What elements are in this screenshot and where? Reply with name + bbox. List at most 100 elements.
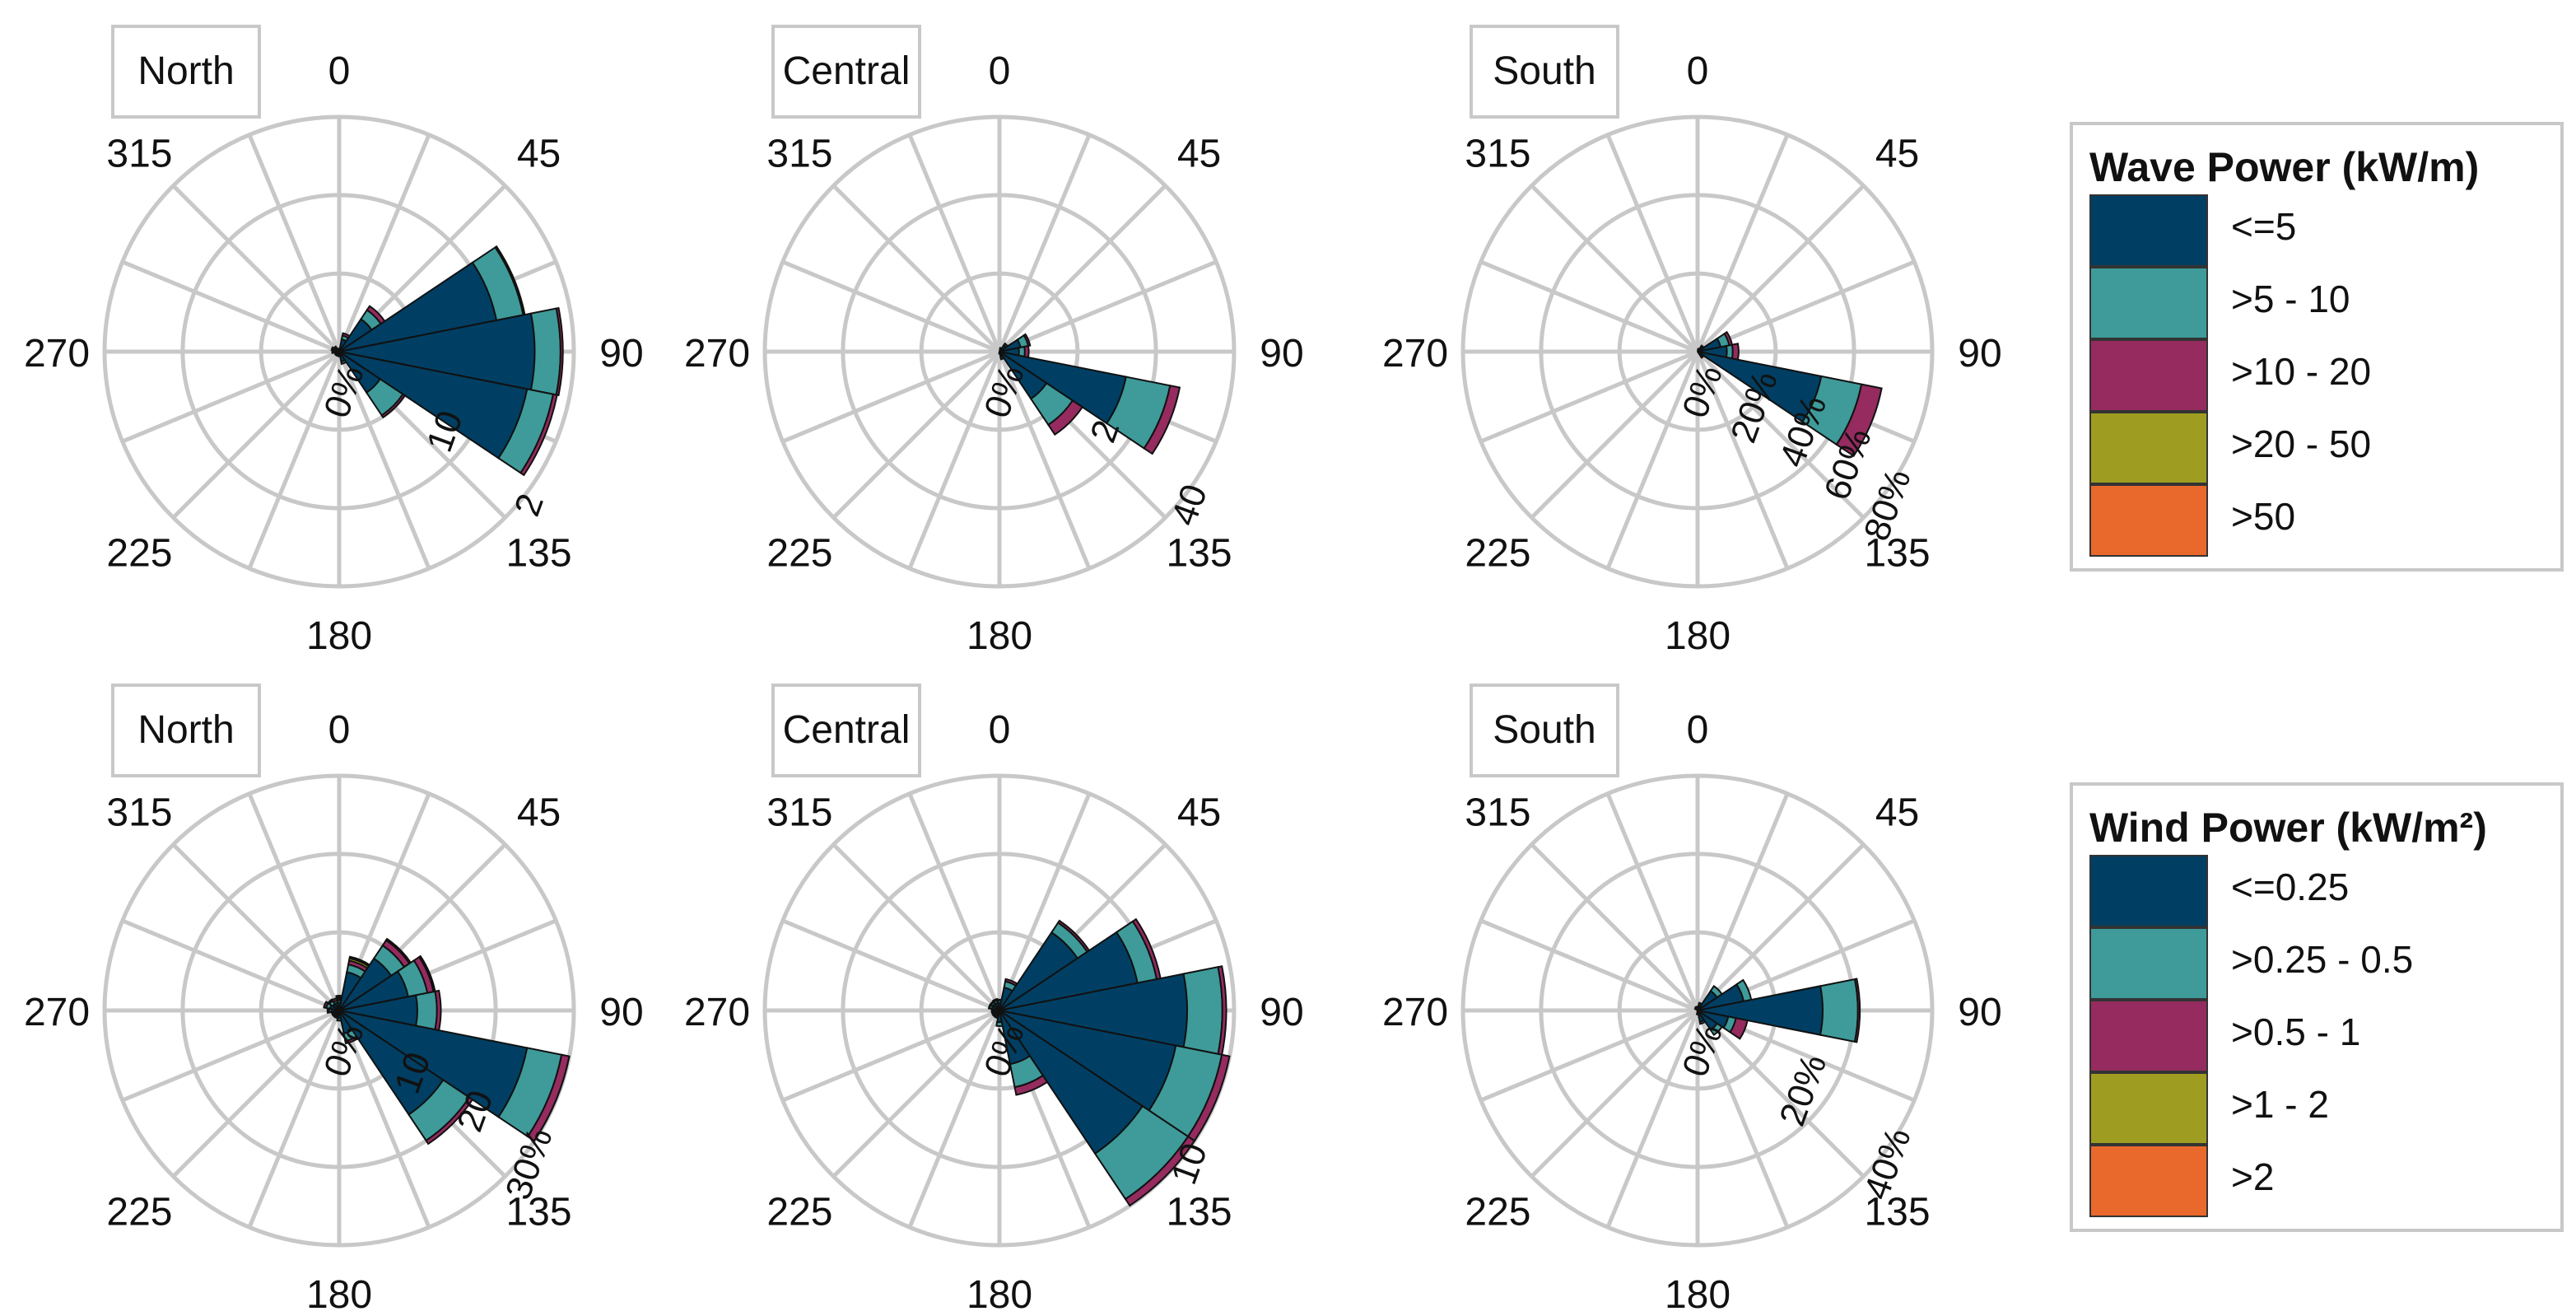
grid-spoke — [781, 1008, 1000, 1103]
panel-title-box — [771, 25, 921, 119]
angle-label-225: 225 — [766, 532, 832, 576]
grid-spoke — [337, 351, 431, 570]
grid-spoke — [121, 918, 340, 1013]
panel-title-box — [111, 684, 261, 777]
wedge-dir-157.5-class-3 — [1013, 1074, 1049, 1096]
wedge-dir-337.5-class-3 — [331, 996, 338, 1004]
wedge-dir-112.5-class-3 — [1729, 1017, 1749, 1040]
radial-tick-label: 20% — [1723, 366, 1786, 448]
grid-spoke — [121, 1008, 340, 1103]
grid-spoke — [997, 351, 1092, 570]
grid-spoke — [1695, 792, 1790, 1011]
grid-spoke — [831, 184, 1001, 353]
grid-spoke — [247, 1010, 342, 1229]
wedge-dir-135-class-3 — [1124, 1135, 1196, 1207]
grid-spoke — [1697, 259, 1916, 354]
grid-spoke — [1479, 1008, 1698, 1103]
angle-label-0: 0 — [1687, 49, 1709, 93]
wedge-dir-90-class-2 — [414, 990, 438, 1031]
grid-spoke — [1479, 259, 1698, 354]
grid-spoke — [337, 1010, 431, 1229]
wind-legend-swatch-3 — [2089, 1000, 2208, 1072]
wedge-dir-157.5-class-3 — [344, 1035, 360, 1045]
wedge-dir-90-class-3 — [1023, 344, 1030, 359]
angle-label-0: 0 — [989, 49, 1011, 93]
panel-title-box — [771, 684, 921, 777]
grid-spoke — [998, 184, 1167, 353]
grid-spoke — [997, 133, 1092, 352]
grid-spoke — [1530, 1009, 1699, 1178]
grid-spoke — [1605, 133, 1700, 352]
wedge-dir-180-class-2 — [995, 1020, 1004, 1027]
grid-spoke — [171, 1009, 341, 1178]
panel-title-box — [1470, 25, 1619, 119]
grid-spoke — [1479, 918, 1698, 1013]
grid-spoke — [247, 792, 342, 1011]
grid-spoke — [1530, 842, 1699, 1012]
panel-title: South — [1493, 708, 1595, 752]
wedge-dir-135-class-2 — [1699, 353, 1705, 359]
wave-legend-label-3: >10 - 20 — [2231, 350, 2372, 393]
grid-spoke — [999, 259, 1218, 354]
grid-spoke — [1530, 350, 1699, 520]
angle-label-315: 315 — [106, 791, 172, 834]
angle-label-135: 135 — [1864, 1191, 1930, 1234]
wave-legend-label-5: >50 — [2231, 495, 2296, 538]
angle-label-135: 135 — [1166, 532, 1232, 576]
grid-spoke — [337, 133, 431, 352]
panel-title: South — [1493, 49, 1595, 93]
angle-label-315: 315 — [766, 132, 832, 175]
radial-tick-label: 40 — [1163, 479, 1215, 531]
wedge-dir-112.5-class-3 — [519, 393, 558, 477]
grid-spoke — [907, 133, 1002, 352]
angle-label-90: 90 — [1958, 991, 2001, 1034]
wave-legend-swatch-4 — [2089, 412, 2208, 484]
wave-legend-swatch-1 — [2089, 194, 2208, 267]
grid-spoke — [1479, 349, 1698, 444]
wedge-dir-180-class-1 — [1695, 1010, 1700, 1015]
wave-legend-swatch-2 — [2089, 267, 2208, 339]
wedge-dir-45-class-2 — [1002, 342, 1009, 349]
wedge-dir-135-class-2 — [1709, 1022, 1724, 1037]
wave-legend-label-2: >5 - 10 — [2231, 278, 2350, 320]
wedge-dir-135-class-3 — [380, 393, 407, 419]
grid-spoke — [907, 351, 1002, 570]
grid-spoke — [171, 842, 341, 1012]
grid-spoke — [1695, 133, 1790, 352]
grid-spoke — [1695, 351, 1790, 570]
angle-label-225: 225 — [1465, 1191, 1530, 1234]
angle-label-225: 225 — [106, 532, 172, 576]
wave-legend-swatch-5 — [2089, 484, 2208, 557]
wave-legend-title: Wave Power (kW/m) — [2089, 144, 2480, 190]
wedge-dir-45-class-2 — [1699, 344, 1705, 350]
wedge-dir-90-class-3 — [1853, 978, 1861, 1043]
grid-spoke — [781, 349, 1000, 444]
panel-title: Central — [783, 708, 911, 752]
grid-spoke — [907, 792, 1002, 1011]
angle-label-135: 135 — [505, 1191, 571, 1234]
angle-label-90: 90 — [599, 332, 643, 376]
angle-label-0: 0 — [328, 708, 351, 752]
wedge-dir-90-class-3 — [1731, 343, 1740, 361]
angle-label-315: 315 — [1465, 132, 1530, 175]
wedge-dir-180-class-1 — [998, 351, 1001, 355]
wedge-dir-90-class-2 — [1819, 978, 1859, 1043]
wind-legend-title: Wind Power (kW/m²) — [2089, 805, 2487, 851]
grid-spoke — [121, 259, 340, 354]
angle-label-135: 135 — [1166, 1191, 1232, 1234]
wedge-dir-90-class-2 — [529, 307, 561, 396]
angle-label-0: 0 — [1687, 708, 1709, 752]
angle-label-225: 225 — [106, 1191, 172, 1234]
grid-spoke — [831, 842, 1001, 1012]
wind-legend-swatch-5 — [2089, 1145, 2208, 1217]
grid-spoke — [1696, 842, 1866, 1012]
wedge-dir-22.5-class-2 — [1697, 348, 1701, 352]
angle-label-45: 45 — [1177, 791, 1221, 834]
grid-spoke — [171, 350, 341, 520]
grid-spoke — [831, 1009, 1001, 1178]
wedge-dir-90-class-2 — [1182, 966, 1223, 1055]
